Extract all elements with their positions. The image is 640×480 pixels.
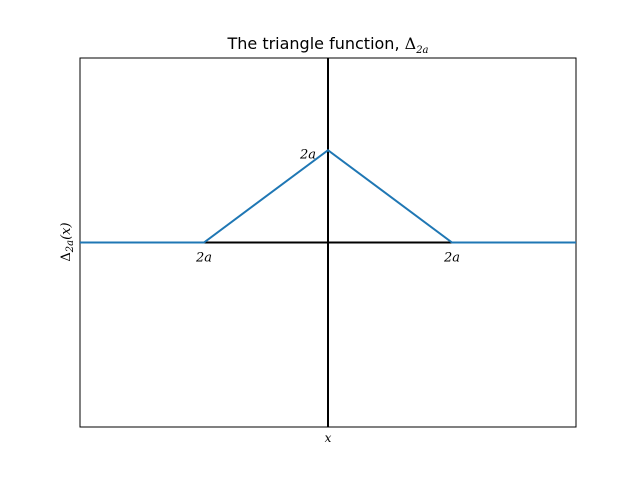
triangle-series-line [80, 149, 576, 244]
chart-title: The triangle function, Δ2a [226, 34, 428, 56]
right-corner-label: 2a [443, 251, 460, 266]
y-axis-label: Δ2a(x) [59, 222, 76, 261]
x-axis-label: x [325, 431, 332, 445]
left-corner-label: 2a [195, 251, 212, 266]
peak-label: 2a [299, 147, 316, 162]
